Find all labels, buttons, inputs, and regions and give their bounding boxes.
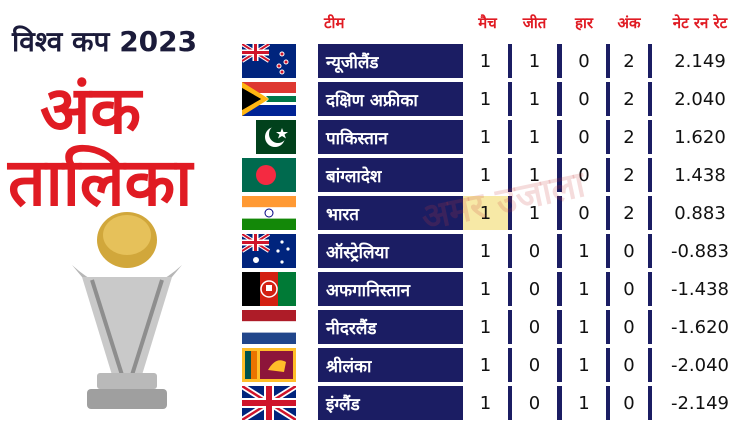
- nrr-cell: 2.149: [652, 44, 748, 78]
- matches-cell: 1: [463, 196, 508, 230]
- points-cell: 0: [610, 348, 648, 382]
- won-cell: 0: [512, 272, 557, 306]
- matches-cell: 1: [463, 234, 508, 268]
- standings-table: टीम मैच जीत हार अंक नेट रन रेट न्यूजीलैं…: [238, 6, 750, 422]
- table-row: ऑस्ट्रेलिया 1 0 1 0 -0.883: [238, 232, 750, 268]
- table-row: पाकिस्तान 1 1 0 2 1.620: [238, 118, 750, 154]
- won-cell: 1: [512, 196, 557, 230]
- header-lost: हार: [575, 13, 593, 32]
- won-cell: 0: [512, 234, 557, 268]
- nrr-cell: 0.883: [652, 196, 748, 230]
- header-points: अंक: [617, 13, 641, 32]
- team-name: नीदरलैंड: [326, 318, 377, 339]
- afghanistan-flag-icon: [242, 272, 296, 306]
- lost-cell: 1: [562, 234, 606, 268]
- table-row: न्यूजीलैंड 1 1 0 2 2.149: [238, 42, 750, 78]
- matches-cell: 1: [463, 272, 508, 306]
- won-cell: 0: [512, 310, 557, 344]
- won-cell: 0: [512, 348, 557, 382]
- points-cell: 0: [610, 272, 648, 306]
- title-line-2: तालिका: [8, 144, 193, 221]
- lost-cell: 1: [562, 348, 606, 382]
- australia-flag-icon: [242, 234, 296, 268]
- lost-cell: 0: [562, 158, 606, 192]
- team-name: इंग्लैंड: [326, 394, 360, 415]
- matches-cell: 1: [463, 82, 508, 116]
- team-name: भारत: [326, 204, 359, 225]
- nrr-cell: 1.620: [652, 120, 748, 154]
- team-name: ऑस्ट्रेलिया: [326, 242, 389, 263]
- table-row: भारत 1 1 0 2 0.883: [238, 194, 750, 230]
- points-cell: 2: [610, 120, 648, 154]
- table-row: बांग्लादेश 1 1 0 2 1.438: [238, 156, 750, 192]
- table-row: इंग्लैंड 1 0 1 0 -2.149: [238, 384, 750, 420]
- points-cell: 0: [610, 234, 648, 268]
- south-africa-flag-icon: [242, 82, 296, 116]
- matches-cell: 1: [463, 386, 508, 420]
- left-panel: विश्व कप 2023 अंक तालिका: [0, 0, 240, 422]
- matches-cell: 1: [463, 120, 508, 154]
- header-nrr: नेट रन रेट: [672, 13, 728, 32]
- points-cell: 2: [610, 196, 648, 230]
- won-cell: 1: [512, 44, 557, 78]
- table-row: अफगानिस्तान 1 0 1 0 -1.438: [238, 270, 750, 306]
- header-matches: मैच: [478, 13, 497, 32]
- team-name: बांग्लादेश: [326, 166, 382, 187]
- nrr-cell: -1.620: [652, 310, 748, 344]
- headline: विश्व कप 2023: [12, 25, 198, 58]
- header-team: टीम: [324, 13, 345, 32]
- team-name: दक्षिण अफ्रीका: [326, 90, 418, 111]
- points-cell: 2: [610, 82, 648, 116]
- lost-cell: 0: [562, 196, 606, 230]
- table-row: नीदरलैंड 1 0 1 0 -1.620: [238, 308, 750, 344]
- lost-cell: 1: [562, 310, 606, 344]
- won-cell: 1: [512, 158, 557, 192]
- won-cell: 1: [512, 120, 557, 154]
- netherlands-flag-icon: [242, 310, 296, 344]
- nrr-cell: -0.883: [652, 234, 748, 268]
- nrr-cell: -2.040: [652, 348, 748, 382]
- table-row: श्रीलंका 1 0 1 0 -2.040: [238, 346, 750, 382]
- team-name: अफगानिस्तान: [326, 280, 411, 301]
- team-name: न्यूजीलैंड: [326, 52, 379, 73]
- won-cell: 1: [512, 82, 557, 116]
- points-cell: 0: [610, 310, 648, 344]
- nrr-cell: -1.438: [652, 272, 748, 306]
- title-line-1: अंक: [40, 72, 142, 149]
- points-cell: 0: [610, 386, 648, 420]
- points-cell: 2: [610, 44, 648, 78]
- nrr-cell: 1.438: [652, 158, 748, 192]
- lost-cell: 0: [562, 82, 606, 116]
- matches-cell: 1: [463, 310, 508, 344]
- lost-cell: 0: [562, 120, 606, 154]
- nrr-cell: 2.040: [652, 82, 748, 116]
- india-flag-icon: [242, 196, 296, 230]
- team-name: पाकिस्तान: [326, 128, 388, 149]
- team-name: श्रीलंका: [326, 356, 372, 377]
- pakistan-flag-icon: [242, 120, 296, 154]
- points-cell: 2: [610, 158, 648, 192]
- nrr-cell: -2.149: [652, 386, 748, 420]
- new-zealand-flag-icon: [242, 44, 296, 78]
- sri-lanka-flag-icon: [242, 348, 296, 382]
- matches-cell: 1: [463, 158, 508, 192]
- matches-cell: 1: [463, 348, 508, 382]
- lost-cell: 1: [562, 386, 606, 420]
- table-header: टीम मैच जीत हार अंक नेट रन रेट: [318, 6, 750, 39]
- won-cell: 0: [512, 386, 557, 420]
- trophy-icon: [72, 212, 182, 409]
- bangladesh-flag-icon: [242, 158, 296, 192]
- header-won: जीत: [522, 13, 547, 32]
- table-row: दक्षिण अफ्रीका 1 1 0 2 2.040: [238, 80, 750, 116]
- matches-cell: 1: [463, 44, 508, 78]
- lost-cell: 1: [562, 272, 606, 306]
- england-flag-icon: [242, 386, 296, 420]
- lost-cell: 0: [562, 44, 606, 78]
